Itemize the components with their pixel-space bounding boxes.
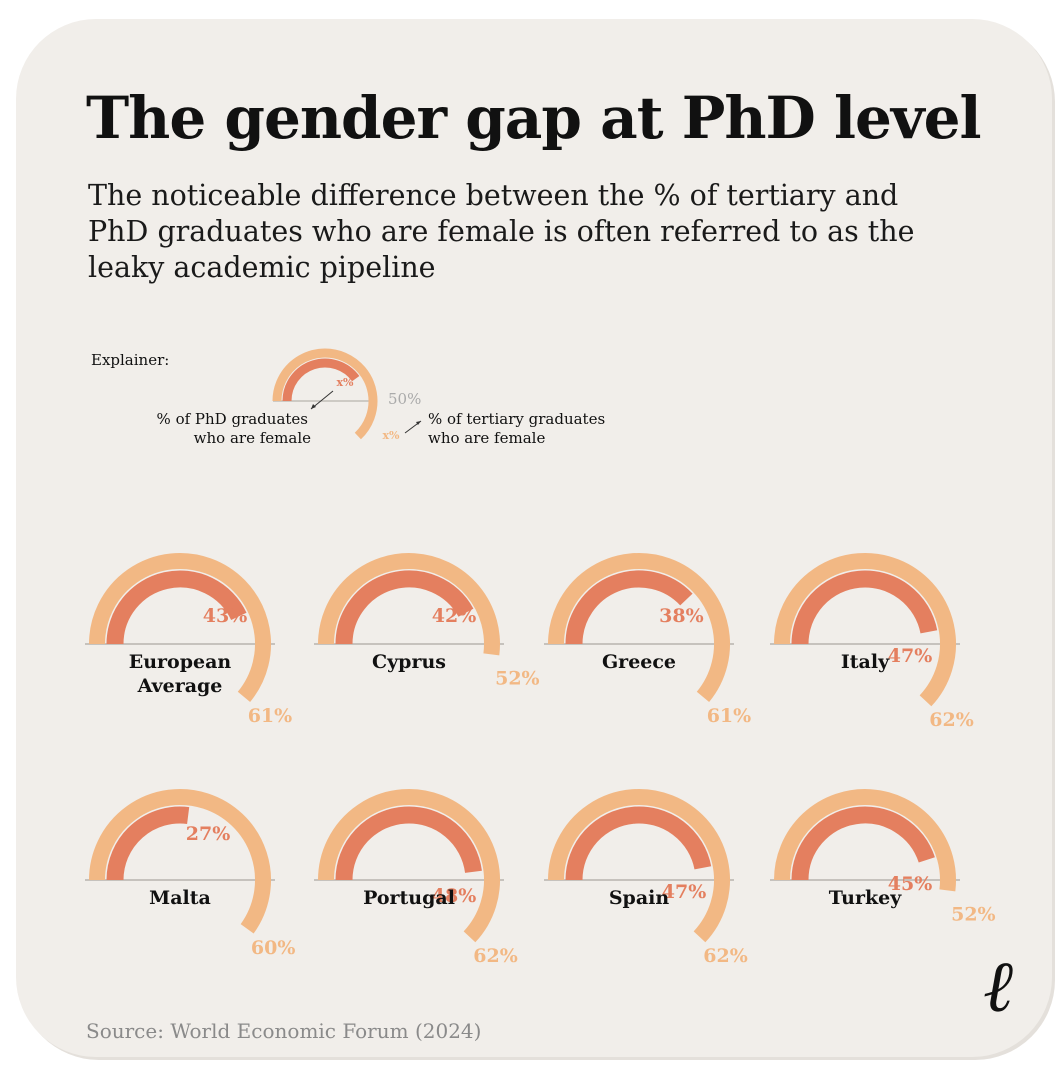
explainer-phd-arc <box>282 358 360 402</box>
tertiary-value-label: 52% <box>951 903 996 925</box>
phd-value-label: 45% <box>888 873 933 895</box>
explainer-phd-desc-line2: who are female <box>194 429 311 447</box>
phd-arc <box>106 806 190 881</box>
country-label: Cyprus <box>372 651 446 673</box>
country-label: Spain <box>609 887 670 909</box>
phd-arc <box>106 570 247 645</box>
explainer-phd-desc-line1: % of PhD graduates <box>157 410 308 428</box>
phd-arc <box>791 570 938 645</box>
phd-arc <box>335 806 482 881</box>
explainer-half-label: 50% <box>388 390 421 408</box>
tertiary-value-label: 62% <box>473 945 518 967</box>
tertiary-arc <box>318 789 500 943</box>
phd-value-label: 43% <box>203 605 248 627</box>
tertiary-arc <box>548 553 730 702</box>
country-label: Average <box>137 675 223 697</box>
tertiary-arc <box>318 553 500 656</box>
infographic-card <box>16 19 1052 1057</box>
country-label: Italy <box>841 651 890 673</box>
country-label: Portugal <box>363 887 455 909</box>
explainer-tertiary-desc-line2: who are female <box>428 429 545 447</box>
phd-arc <box>335 570 474 645</box>
chart-title: The gender gap at PhD level <box>86 84 982 152</box>
tertiary-value-label: 61% <box>707 705 752 727</box>
country-label: Greece <box>602 651 676 673</box>
tertiary-value-label: 62% <box>929 709 974 731</box>
phd-value-label: 42% <box>432 605 477 627</box>
phd-value-label: 47% <box>662 881 707 903</box>
tertiary-arc <box>774 553 956 707</box>
phd-value-label: 47% <box>888 645 933 667</box>
tertiary-arc <box>548 789 730 943</box>
tertiary-value-label: 62% <box>703 945 748 967</box>
tertiary-value-label: 61% <box>248 705 293 727</box>
explainer-phd-arrowhead <box>311 404 316 409</box>
explainer-tertiary-marker: x% <box>382 429 400 442</box>
source-note: Source: World Economic Forum (2024) <box>86 1019 482 1043</box>
brand-logo: ℓ <box>983 944 1013 1028</box>
country-label: European <box>129 651 232 673</box>
chart-subtitle: The noticeable difference between the % … <box>88 179 915 284</box>
tertiary-arc <box>89 553 271 702</box>
country-label: Turkey <box>829 887 902 909</box>
explainer-heading: Explainer: <box>91 351 169 369</box>
tertiary-value-label: 52% <box>495 667 540 689</box>
phd-value-label: 38% <box>659 605 704 627</box>
phd-arc <box>565 570 693 645</box>
phd-value-label: 48% <box>432 885 477 907</box>
country-label: Malta <box>149 887 211 909</box>
phd-arc <box>791 806 935 881</box>
explainer-tertiary-arrowhead <box>416 421 421 425</box>
phd-value-label: 27% <box>186 823 231 845</box>
tertiary-arc <box>774 789 956 892</box>
explainer-tertiary-arc <box>272 348 378 440</box>
explainer-phd-marker: x% <box>336 376 354 389</box>
tertiary-value-label: 60% <box>251 937 296 959</box>
tertiary-arc <box>89 789 271 934</box>
phd-arc <box>565 806 712 881</box>
explainer-tertiary-desc-line1: % of tertiary graduates <box>428 410 605 428</box>
